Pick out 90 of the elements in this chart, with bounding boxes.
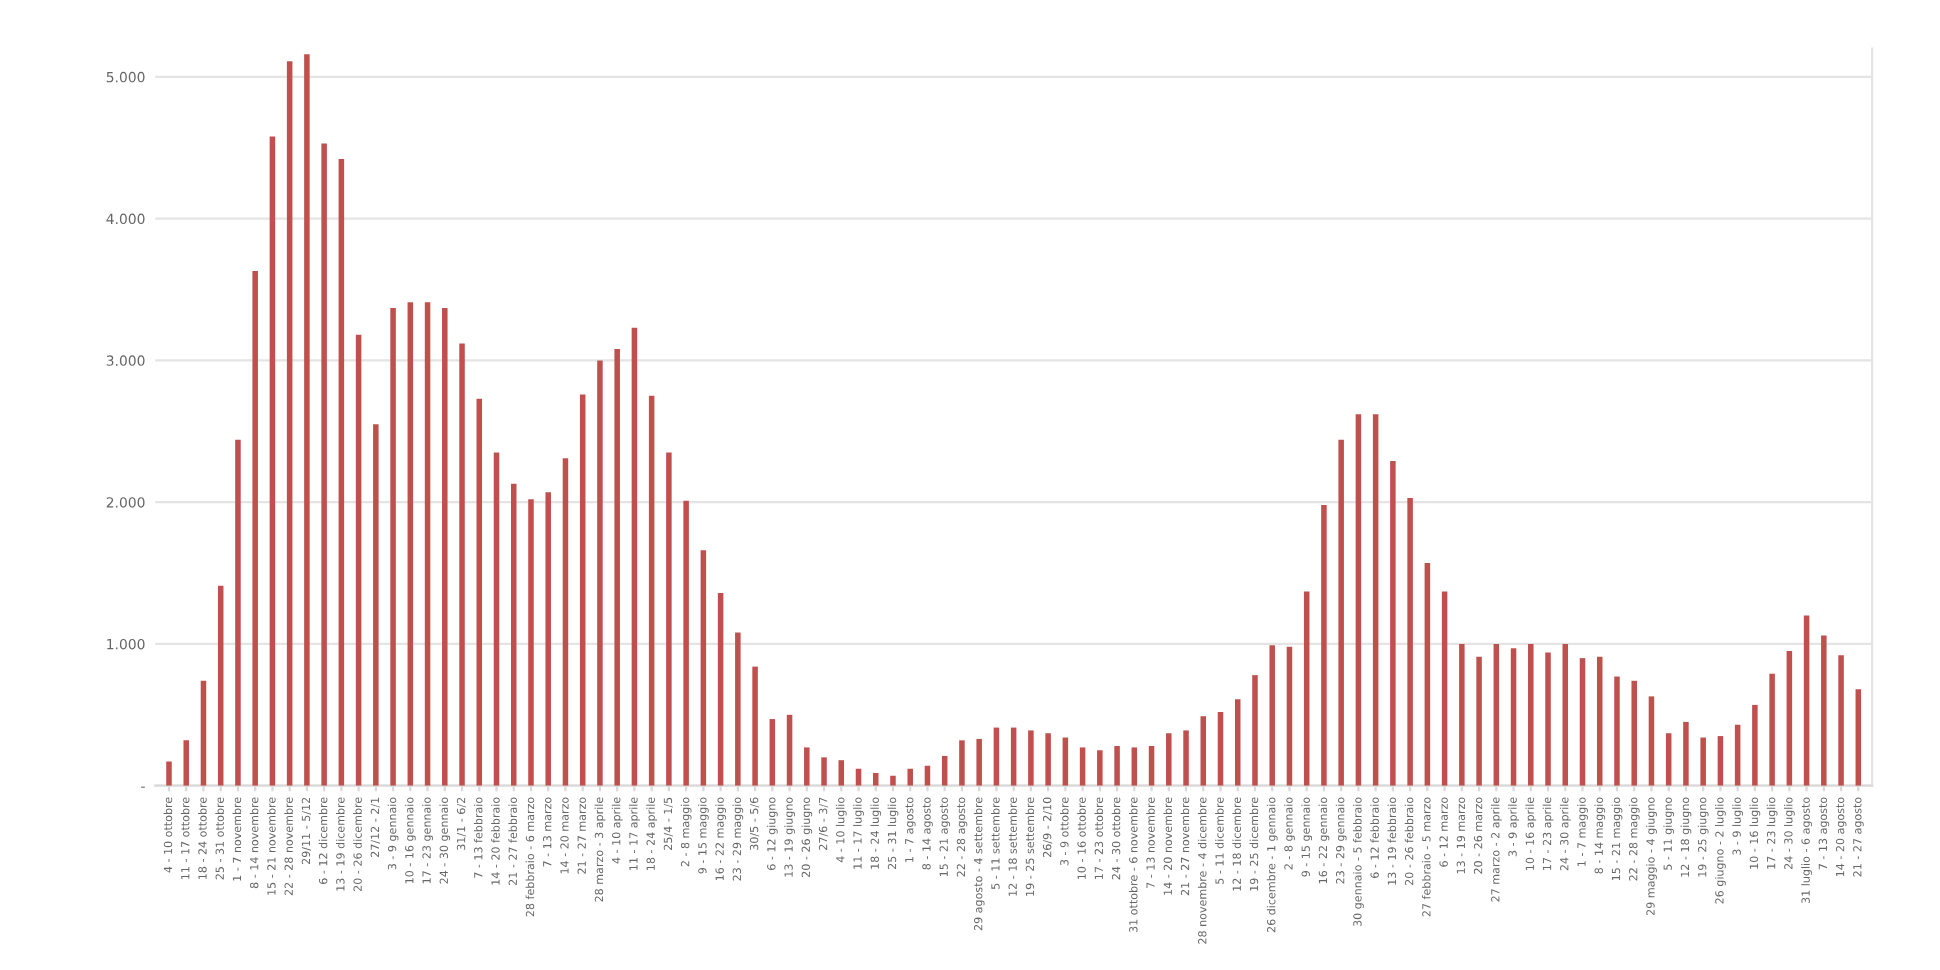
- bar: [390, 307, 396, 786]
- bar: [1183, 730, 1189, 786]
- bar: [786, 714, 793, 786]
- bar: [1838, 655, 1844, 786]
- bar: [1614, 676, 1620, 786]
- bar: [528, 499, 534, 786]
- bar: [1510, 648, 1517, 786]
- bar: [1045, 733, 1051, 786]
- bar: [1476, 656, 1482, 786]
- bar: [304, 54, 310, 786]
- bar: [1579, 658, 1586, 786]
- bar: [1252, 675, 1258, 786]
- bar: [1097, 750, 1103, 786]
- bar: [493, 452, 500, 786]
- bar: [752, 666, 758, 786]
- bar: [321, 143, 327, 786]
- bar: [579, 394, 586, 786]
- bar: [562, 458, 569, 786]
- bar: [1338, 439, 1344, 786]
- bar: [1166, 733, 1172, 786]
- bar: [1786, 651, 1793, 786]
- bar: [459, 343, 465, 786]
- bar: [597, 360, 603, 786]
- bar: [872, 772, 879, 786]
- bar: [217, 585, 224, 786]
- bar: [1424, 563, 1431, 786]
- bar: [1303, 591, 1310, 786]
- bar: [648, 395, 655, 786]
- bar: [1234, 699, 1241, 786]
- bar: [1855, 689, 1862, 786]
- bar: [407, 302, 414, 786]
- bar: [355, 334, 362, 786]
- bar: [1459, 643, 1465, 786]
- bar: [1821, 635, 1827, 786]
- bar: [269, 136, 276, 786]
- bar: [1700, 737, 1706, 786]
- bar: [1200, 716, 1207, 786]
- bar: [510, 483, 517, 786]
- bar: [1683, 721, 1689, 786]
- bar: [1286, 646, 1293, 786]
- bar: [1631, 680, 1637, 786]
- bar: [717, 592, 724, 786]
- bar: [804, 747, 810, 786]
- bar: [1114, 746, 1120, 786]
- bar: [631, 327, 638, 786]
- bar: [286, 61, 293, 786]
- bar: [476, 398, 483, 786]
- bar: [1079, 747, 1086, 786]
- bar: [959, 740, 965, 786]
- bar: [1596, 656, 1603, 786]
- bar: [1028, 730, 1034, 786]
- bar: [1545, 652, 1551, 786]
- bar: [666, 452, 672, 786]
- bar: [1321, 505, 1327, 786]
- bar: [1648, 696, 1655, 786]
- bar: [735, 632, 741, 786]
- bar: [890, 775, 896, 786]
- bar: [1390, 461, 1396, 786]
- bar: [545, 492, 551, 786]
- bar: [821, 757, 827, 786]
- bar: [1769, 673, 1775, 786]
- bar: [1441, 591, 1448, 786]
- bar: [1355, 414, 1362, 786]
- bar: [1131, 747, 1138, 786]
- bar: [200, 680, 207, 786]
- bar: [700, 550, 707, 786]
- bar: [373, 424, 379, 786]
- bar: [1665, 733, 1672, 786]
- bar: [1562, 643, 1569, 786]
- bar: [1269, 645, 1275, 786]
- bar: [235, 439, 241, 786]
- bar: [1528, 643, 1534, 786]
- bar: [1062, 737, 1069, 786]
- bar: [1217, 711, 1224, 786]
- bar: [1803, 615, 1810, 786]
- bar: [1493, 643, 1500, 786]
- bar: [614, 349, 620, 786]
- bar: [252, 271, 258, 786]
- bar: [1752, 704, 1758, 786]
- bar: [442, 307, 448, 786]
- bar: [907, 768, 913, 786]
- bar: [338, 159, 345, 786]
- bar: [166, 761, 172, 786]
- bar: [1372, 414, 1379, 786]
- bar: [976, 738, 982, 786]
- bar: [183, 740, 189, 786]
- bar: [424, 302, 431, 786]
- bar: [1407, 497, 1413, 786]
- bar: [683, 500, 689, 786]
- bar: [769, 719, 776, 786]
